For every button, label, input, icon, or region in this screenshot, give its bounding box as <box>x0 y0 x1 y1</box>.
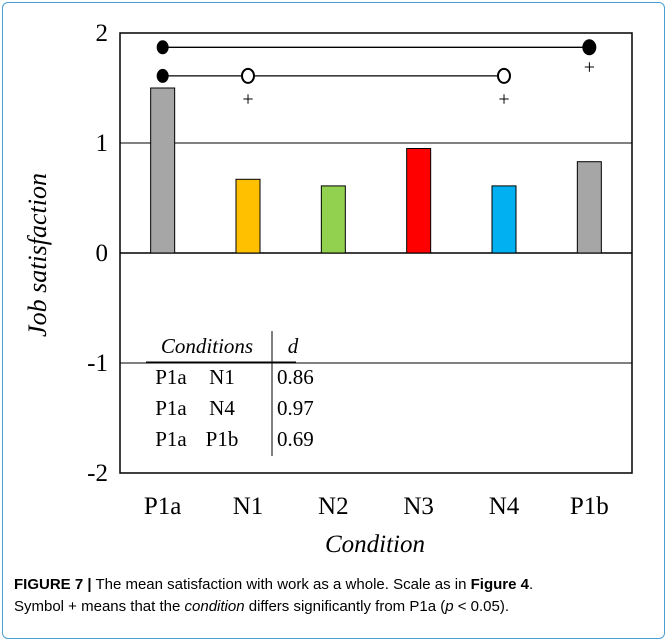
caption-text-5: < 0.05). <box>453 598 509 615</box>
x-axis-label: Condition <box>325 531 425 558</box>
caption-text-4: differs significantly from P1a ( <box>244 598 446 615</box>
table-cell: P1b <box>206 427 239 451</box>
caption-p-symbol: p <box>445 598 454 615</box>
x-tick-label: N2 <box>318 493 349 520</box>
filled-marker <box>156 68 169 83</box>
table-cell: N1 <box>209 365 235 389</box>
filled-marker <box>156 40 169 55</box>
bar-n1 <box>235 178 261 254</box>
x-tick-label: N3 <box>403 493 434 520</box>
y-tick-label: 0 <box>96 240 109 267</box>
bar-n4 <box>491 185 517 254</box>
bar-chart: 2 1 0 -1 -2 P1a N1 N2 N3 N4 P1b + + + Conditions d P1… <box>23 20 633 558</box>
y-tick-label: 2 <box>96 20 109 47</box>
figure-caption: FIGURE 7 | The mean satisfaction with wo… <box>14 574 654 618</box>
bar-n3 <box>406 148 432 254</box>
bar-n2 <box>320 185 346 254</box>
caption-label: FIGURE 7 | <box>14 576 92 593</box>
x-tick-label: P1b <box>570 493 609 520</box>
table-header-conditions: Conditions <box>161 334 253 358</box>
y-tick-label: 1 <box>96 130 109 157</box>
open-marker <box>497 67 511 84</box>
y-tick-label: -2 <box>87 460 108 487</box>
grid-lines <box>120 142 632 364</box>
x-tick-labels: P1a N1 N2 N3 N4 P1b <box>144 493 609 520</box>
caption-figure-ref[interactable]: Figure 4 <box>470 576 529 593</box>
bar-p1a <box>150 87 176 254</box>
table-cell: 0.86 <box>277 365 314 389</box>
filled-marker <box>582 39 597 56</box>
caption-text-3: Symbol + means that the <box>14 598 185 615</box>
x-tick-label: N1 <box>233 493 264 520</box>
open-marker <box>241 67 255 84</box>
plot-area-border <box>119 32 633 474</box>
y-tick-label: -1 <box>87 350 108 377</box>
table-header-d: d <box>288 334 299 358</box>
table-cell: 0.69 <box>277 427 314 451</box>
significance-plus: + <box>498 89 509 111</box>
bar-p1b <box>576 161 602 254</box>
significance-markers: + + + <box>156 39 597 111</box>
significance-plus: + <box>242 89 253 111</box>
y-axis-label: Job satisfaction <box>23 173 52 337</box>
caption-text-2: . <box>528 576 534 593</box>
table-cell: P1a <box>155 396 187 420</box>
table-cell: 0.97 <box>277 396 314 420</box>
caption-text-1: The mean satisfaction with work as a who… <box>91 576 471 593</box>
table-cell: P1a <box>155 365 187 389</box>
significance-plus: + <box>584 57 595 79</box>
y-tick-labels: 2 1 0 -1 -2 <box>87 20 108 487</box>
caption-condition-word: condition <box>184 598 245 615</box>
table-cell: P1a <box>155 427 187 451</box>
x-tick-label: P1a <box>144 493 182 520</box>
x-tick-label: N4 <box>489 493 520 520</box>
bars <box>150 87 602 254</box>
effect-size-table: Conditions d P1a N1 0.86 P1a N4 0.97 P1a P1b 0.69 <box>146 331 314 456</box>
table-cell: N4 <box>209 396 235 420</box>
